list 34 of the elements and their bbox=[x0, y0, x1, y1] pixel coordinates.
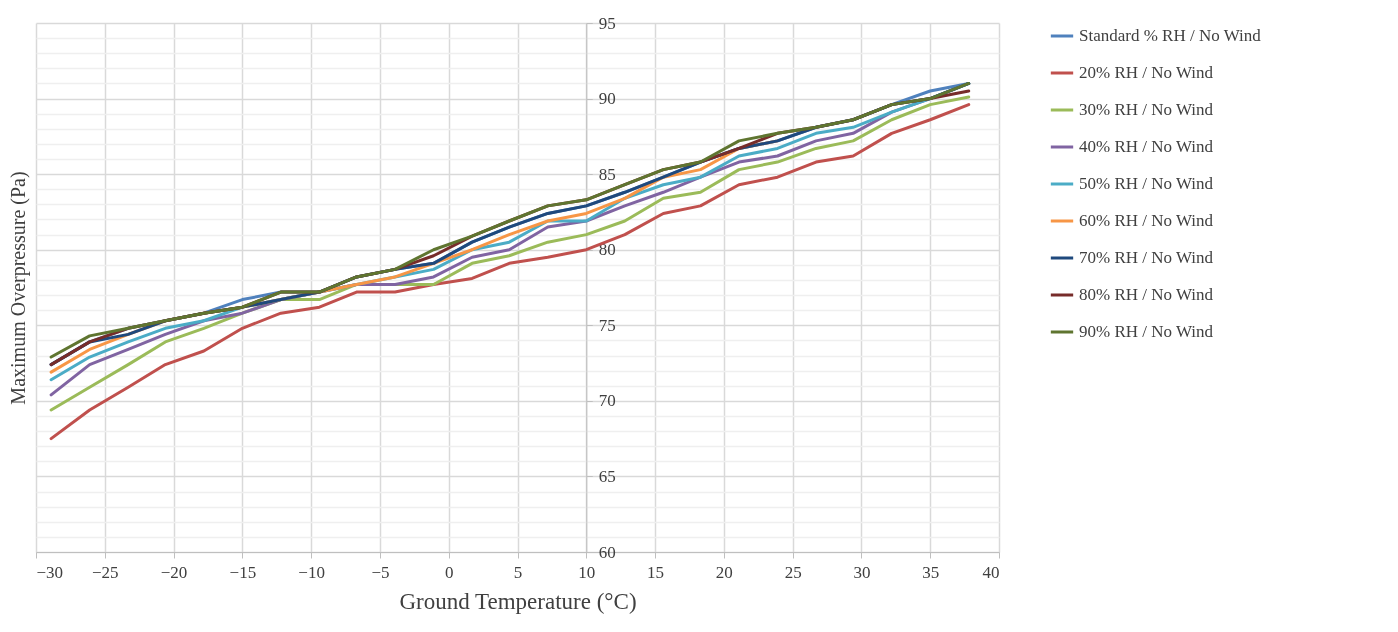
y-tick-label: 75 bbox=[598, 315, 616, 335]
y-tick-label: 80 bbox=[598, 240, 616, 260]
legend-label: 70% RH / No Wind bbox=[1079, 248, 1214, 267]
legend-label: 30% RH / No Wind bbox=[1079, 100, 1214, 119]
x-tick-label: −15 bbox=[229, 562, 257, 582]
legend-label: 60% RH / No Wind bbox=[1079, 211, 1214, 230]
legend-label: 90% RH / No Wind bbox=[1079, 322, 1214, 341]
y-tick-label: 85 bbox=[598, 164, 616, 184]
x-tick-label: 10 bbox=[578, 562, 596, 582]
x-tick-label: −10 bbox=[298, 562, 325, 582]
x-tick-label: 0 bbox=[444, 562, 454, 582]
x-tick-label: 25 bbox=[784, 562, 802, 582]
y-tick-label: 65 bbox=[598, 466, 616, 486]
legend-label: 50% RH / No Wind bbox=[1079, 174, 1214, 193]
y-axis-title: Maximum Overpressure (Pa) bbox=[6, 171, 30, 405]
x-tick-label: 5 bbox=[513, 562, 523, 582]
y-tick-label: 70 bbox=[598, 391, 616, 411]
legend-label: 40% RH / No Wind bbox=[1079, 137, 1214, 156]
x-axis-title: Ground Temperature (°C) bbox=[399, 588, 637, 614]
y-tick-label: 60 bbox=[598, 542, 616, 562]
legend-label: Standard % RH / No Wind bbox=[1079, 26, 1262, 45]
y-tick-label: 95 bbox=[598, 13, 616, 33]
y-tick-label: 90 bbox=[598, 89, 616, 109]
x-tick-label: −30 bbox=[36, 562, 64, 582]
legend-label: 20% RH / No Wind bbox=[1079, 63, 1214, 82]
x-tick-label: −25 bbox=[91, 562, 119, 582]
x-tick-label: 40 bbox=[982, 562, 1000, 582]
legend-label: 80% RH / No Wind bbox=[1079, 285, 1214, 304]
x-tick-label: 15 bbox=[647, 562, 665, 582]
x-tick-label: 35 bbox=[922, 562, 940, 582]
x-tick-label: 20 bbox=[715, 562, 733, 582]
x-tick-label: −5 bbox=[371, 562, 390, 582]
x-tick-label: 30 bbox=[853, 562, 871, 582]
x-tick-label: −20 bbox=[160, 562, 188, 582]
